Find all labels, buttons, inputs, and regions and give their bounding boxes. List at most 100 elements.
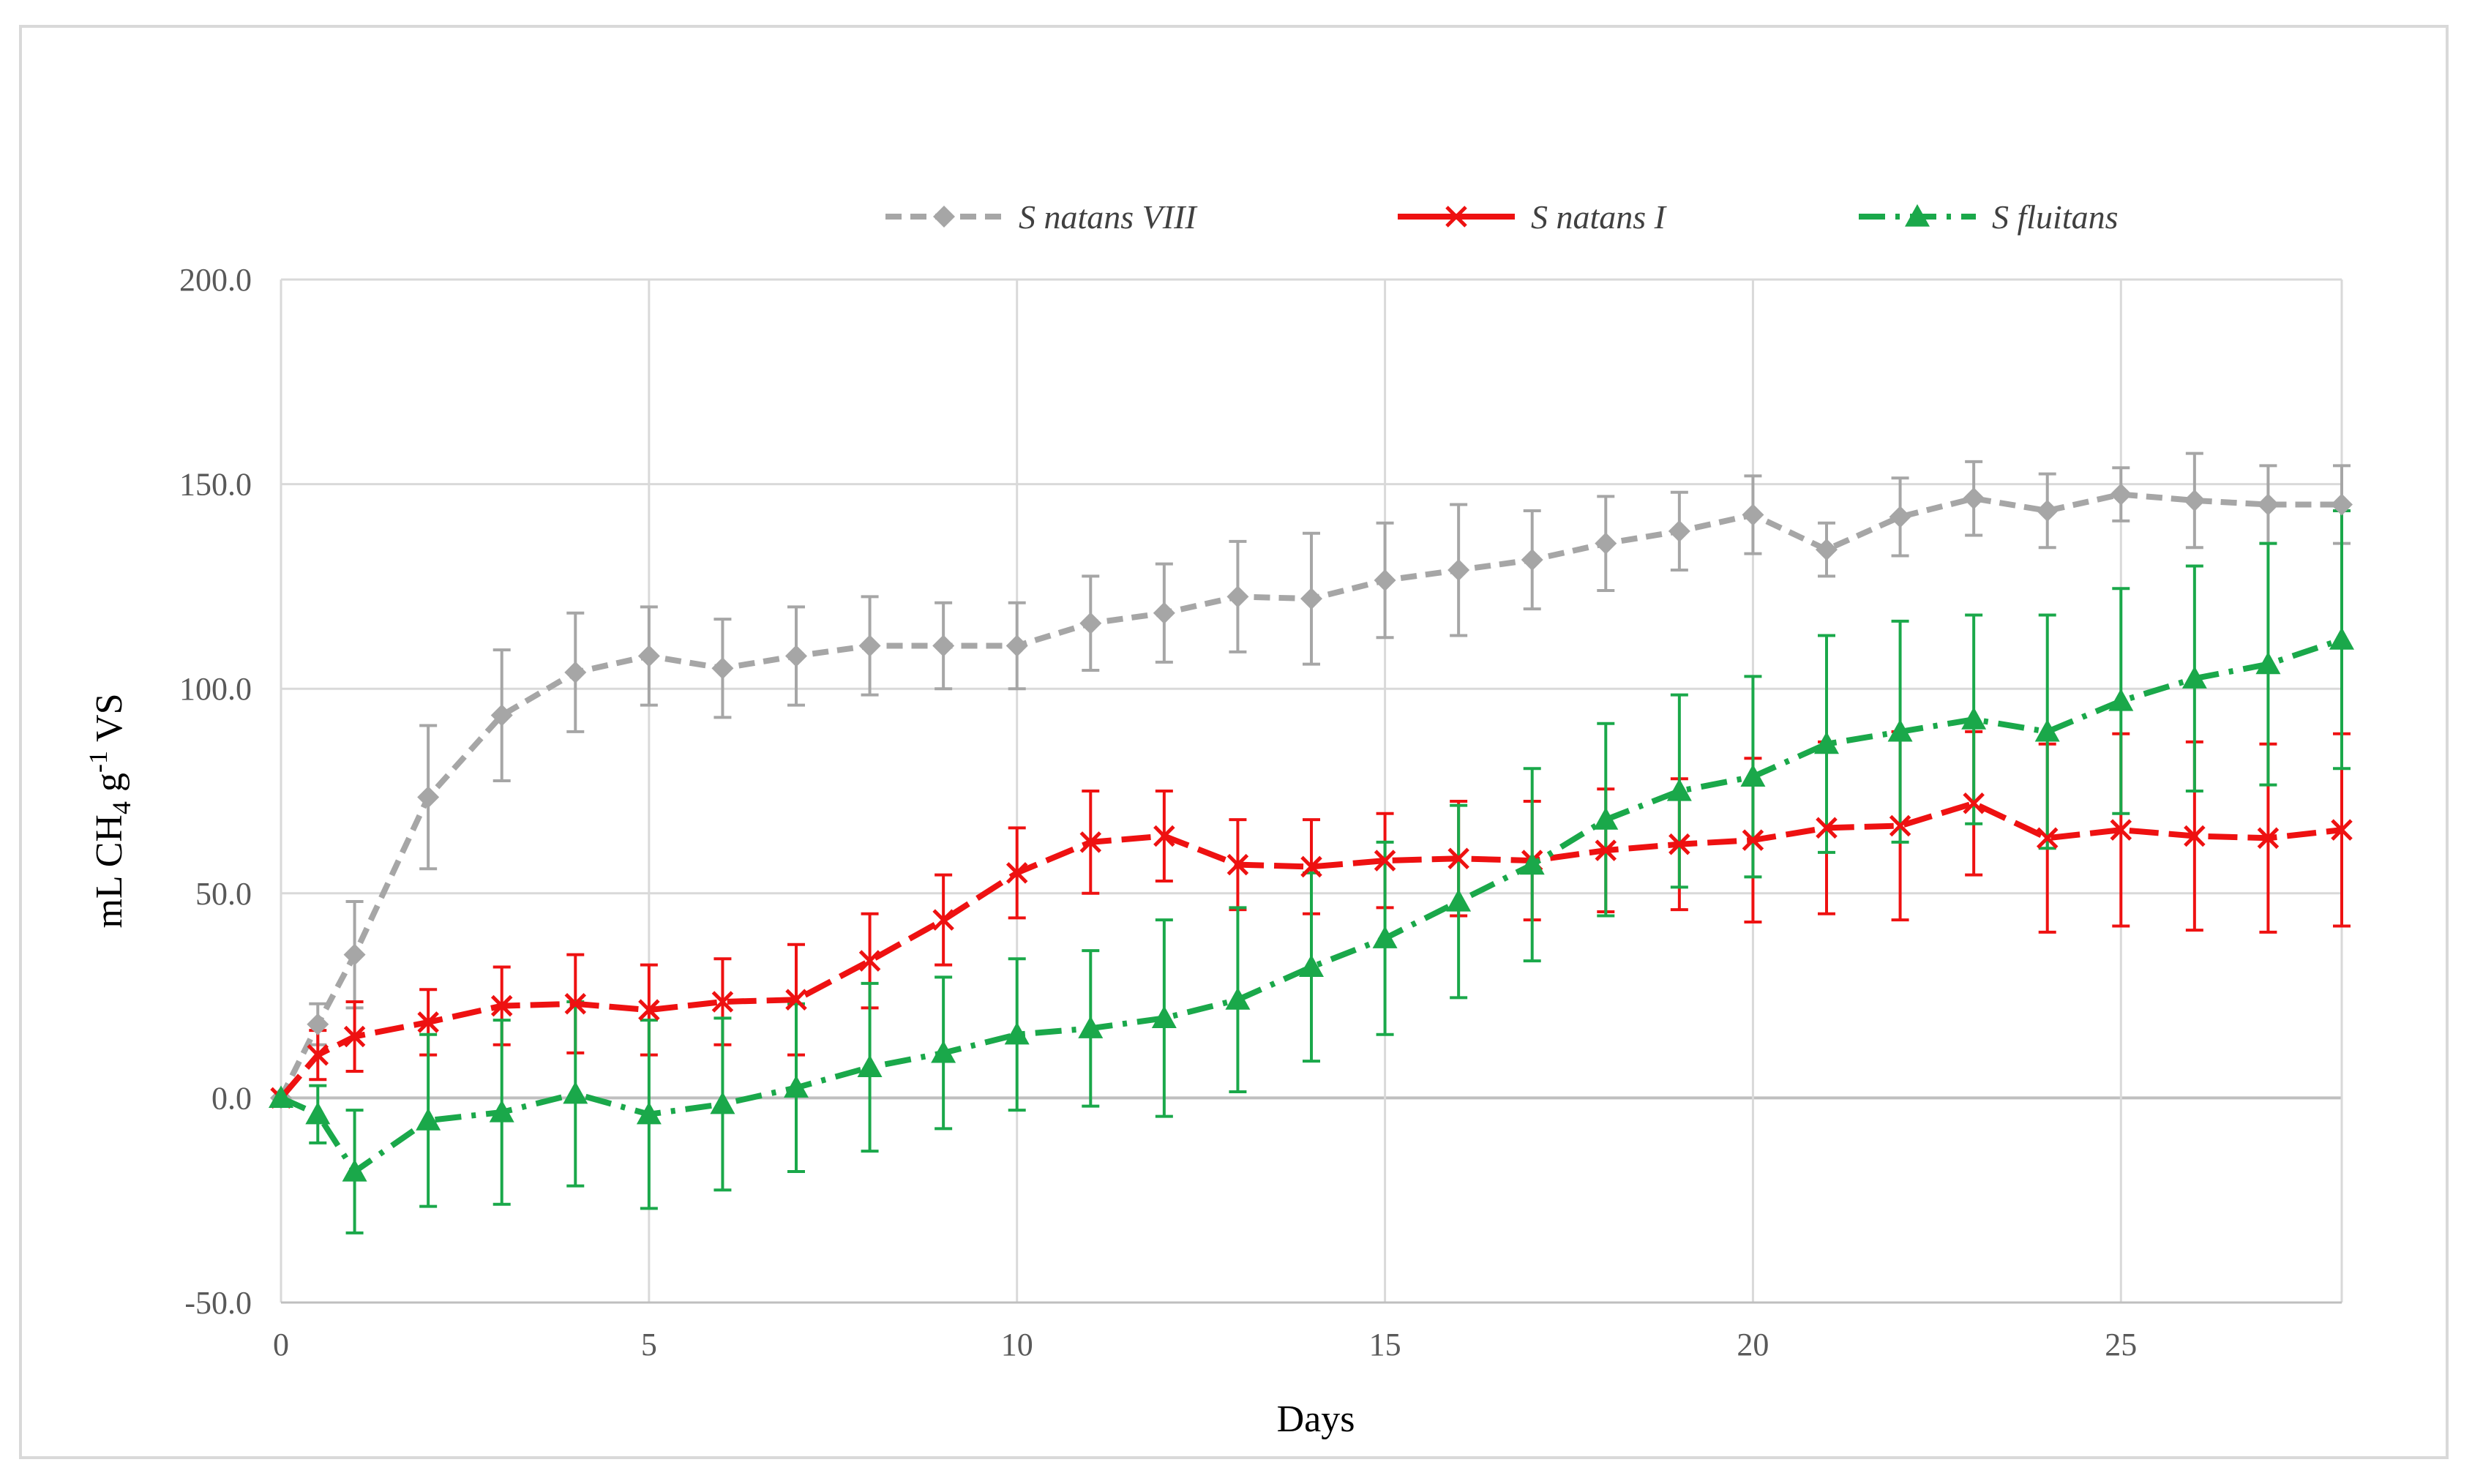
- marker-stroke: [2036, 827, 2059, 850]
- s-natans-viii-point: [637, 645, 660, 667]
- marker-stroke: [564, 993, 587, 1015]
- legend-item-s-natans-viii: S natans VIII: [885, 198, 1198, 236]
- s-fluitans-point: [1519, 852, 1545, 875]
- s-natans-i-point: [638, 999, 660, 1021]
- y-tick-label: 200.0: [179, 262, 252, 298]
- marker-stroke: [1889, 814, 1911, 837]
- marker-stroke: [1153, 825, 1175, 847]
- x-tick-label: 10: [1001, 1327, 1033, 1363]
- s-fluitans-point: [857, 1054, 883, 1078]
- legend-swatch-marker: [1445, 206, 1467, 228]
- s-fluitans-point: [305, 1101, 331, 1125]
- s-natans-viii-point: [1005, 634, 1028, 657]
- marker-stroke: [1445, 206, 1467, 228]
- s-natans-i-point: [1079, 831, 1102, 853]
- marker-stroke: [1079, 831, 1102, 853]
- grid-layer: [280, 278, 2343, 1304]
- s-fluitans-point: [636, 1101, 662, 1125]
- s-natans-i-point: [1153, 825, 1175, 847]
- marker-stroke: [1005, 862, 1028, 884]
- marker-stroke: [711, 991, 734, 1013]
- s-natans-viii-point: [858, 634, 881, 657]
- marker-stroke: [1668, 833, 1690, 855]
- s-fluitans-point: [1814, 731, 1839, 754]
- x-tick-label: 15: [1369, 1327, 1401, 1363]
- s-fluitans-point: [1225, 987, 1251, 1010]
- legend-swatch-marker: [1905, 204, 1930, 227]
- marker-stroke: [417, 1011, 439, 1033]
- s-natans-viii-point: [417, 786, 440, 809]
- marker-stroke: [2110, 819, 2132, 841]
- s-natans-viii-point: [2110, 483, 2132, 506]
- s-fluitans-point: [1151, 1005, 1177, 1028]
- s-natans-viii-point: [1226, 585, 1249, 608]
- s-natans-viii-point: [343, 943, 366, 966]
- s-natans-i-point: [785, 989, 807, 1011]
- s-fluitans-point: [342, 1159, 367, 1182]
- y-tick-label: -50.0: [184, 1285, 252, 1321]
- marker-stroke: [2257, 827, 2280, 850]
- marker-stroke: [307, 1043, 329, 1066]
- s-fluitans-point: [1740, 764, 1766, 787]
- marker-stroke: [785, 989, 807, 1011]
- marker-stroke: [1742, 829, 1764, 851]
- y-axis-title: mL CH4 g-1 VS: [83, 693, 136, 928]
- s-fluitans-point: [489, 1099, 514, 1123]
- s-natans-i-point: [1300, 855, 1322, 878]
- s-natans-viii-point: [2331, 493, 2353, 516]
- s-natans-i-point: [1226, 853, 1249, 876]
- legend: S natans VIII S natans I S fluitans: [885, 198, 2119, 236]
- marker-stroke: [1816, 817, 1838, 839]
- s-natans-viii-point: [1374, 569, 1396, 592]
- s-natans-viii-point: [1816, 539, 1838, 561]
- s-natans-viii-point: [1447, 559, 1470, 582]
- s-natans-i-point: [1742, 829, 1764, 851]
- legend-label: S natans VIII: [1019, 198, 1198, 236]
- s-fluitans-point: [1078, 1016, 1104, 1038]
- marker-stroke: [1300, 855, 1322, 878]
- s-natans-viii-point: [564, 661, 587, 683]
- s-natans-i-point: [2110, 819, 2132, 841]
- s-natans-i-point: [564, 993, 587, 1015]
- s-natans-viii-line: [278, 491, 2342, 1100]
- s-natans-i-point: [1963, 792, 1985, 814]
- marker-stroke: [1374, 850, 1396, 872]
- y-axis-title-subscript: 4: [107, 801, 136, 814]
- s-natans-i-point: [1374, 850, 1396, 872]
- x-tick-label: 0: [273, 1327, 289, 1363]
- s-natans-viii-point: [1079, 612, 1102, 634]
- s-natans-viii-point: [1153, 602, 1175, 624]
- s-natans-viii-point: [785, 645, 807, 667]
- s-natans-viii-point: [1595, 532, 1617, 555]
- s-natans-i-point: [417, 1011, 439, 1033]
- s-natans-viii-point: [2257, 493, 2280, 516]
- s-natans-i-point: [1595, 839, 1617, 861]
- marker-stroke: [1963, 792, 1985, 814]
- marker-stroke: [858, 950, 881, 972]
- s-natans-viii-point: [1889, 506, 1911, 528]
- s-natans-viii-point: [2036, 499, 2059, 522]
- s-natans-viii-point: [1521, 549, 1543, 572]
- legend-swatch-marker: [933, 206, 955, 228]
- y-tick-label: 150.0: [179, 467, 252, 503]
- s-fluitans-point: [2108, 688, 2134, 711]
- s-fluitans-point: [1961, 707, 1987, 730]
- s-fluitans-point: [1299, 954, 1324, 978]
- y-axis-title-part: mL CH: [89, 814, 130, 929]
- s-natans-i-line: [278, 800, 2342, 1101]
- y-tick-label: 0.0: [211, 1080, 252, 1116]
- s-natans-viii-point: [1742, 503, 1764, 526]
- s-fluitans-point: [1666, 779, 1692, 801]
- s-natans-i-point: [2184, 825, 2206, 847]
- s-natans-viii-point: [307, 1013, 329, 1035]
- s-fluitans-point: [2034, 719, 2060, 742]
- s-natans-i-point: [858, 950, 881, 972]
- s-fluitans-point: [784, 1075, 809, 1098]
- s-natans-i-point: [2257, 827, 2280, 850]
- s-natans-viii-point: [490, 704, 513, 727]
- s-fluitans-point: [1446, 888, 1472, 912]
- s-fluitans-point: [563, 1081, 588, 1104]
- marker-stroke: [638, 999, 660, 1021]
- s-fluitans-point: [1887, 719, 1913, 742]
- s-fluitans-line: [280, 637, 2343, 1175]
